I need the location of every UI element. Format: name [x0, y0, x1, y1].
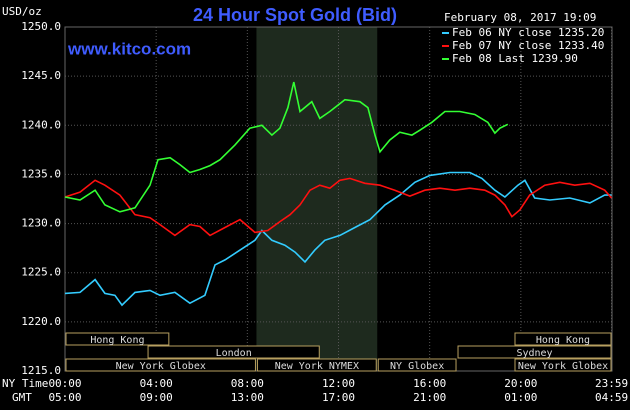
y-unit-label: USD/oz	[2, 5, 42, 18]
session-label: Hong Kong	[536, 335, 590, 346]
session-label: Hong Kong	[90, 335, 144, 346]
legend-label: Feb 08 Last 1239.90	[452, 52, 578, 65]
watermark: www.kitco.com	[67, 39, 191, 58]
x-tick-label: 23:59	[595, 377, 628, 390]
x-axis-label: GMT	[12, 391, 32, 404]
session-label: New York NYMEX	[275, 361, 359, 372]
x-tick-label: 16:00	[413, 377, 446, 390]
x-axis-label: NY Time	[2, 377, 48, 390]
x-tick-label-gmt: 17:00	[322, 391, 355, 404]
session-bar	[256, 358, 377, 372]
timestamp: February 08, 2017 19:09	[444, 11, 596, 24]
y-tick-label: 1235.0	[21, 167, 61, 180]
y-tick-label: 1225.0	[21, 266, 61, 279]
session-label: New York Globex	[518, 361, 608, 372]
x-tick-label-gmt: 05:00	[48, 391, 81, 404]
session-bar	[514, 332, 612, 346]
y-tick-label: 1220.0	[21, 315, 61, 328]
y-tick-label: 1245.0	[21, 69, 61, 82]
series-line	[64, 177, 613, 237]
y-tick-label: 1215.0	[21, 364, 61, 377]
x-tick-label-gmt: 01:00	[504, 391, 537, 404]
x-tick-label: 08:00	[231, 377, 264, 390]
series-line	[64, 171, 612, 307]
session-bar	[377, 358, 457, 372]
y-tick-label: 1240.0	[21, 118, 61, 131]
series-line	[64, 81, 509, 213]
session-label: London	[216, 348, 252, 359]
x-tick-label: 04:00	[140, 377, 173, 390]
session-shade	[256, 27, 378, 371]
session-bar	[514, 358, 612, 372]
x-tick-label-gmt: 09:00	[140, 391, 173, 404]
x-tick-label: 12:00	[322, 377, 355, 390]
y-tick-label: 1250.0	[21, 20, 61, 33]
x-tick-label-gmt: 04:59	[595, 391, 628, 404]
chart-title: 24 Hour Spot Gold (Bid)	[193, 5, 397, 25]
session-label: New York Globex	[116, 361, 206, 372]
session-bar	[147, 345, 320, 359]
session-label: NY Globex	[390, 361, 444, 372]
session-label: Sydney	[516, 348, 552, 359]
legend-label: Feb 06 NY close 1235.20	[452, 26, 604, 39]
session-bar	[65, 358, 256, 372]
session-bar	[65, 332, 170, 346]
y-tick-label: 1230.0	[21, 217, 61, 230]
x-tick-label-gmt: 21:00	[413, 391, 446, 404]
session-bar	[457, 345, 612, 359]
x-tick-label: 00:00	[48, 377, 81, 390]
legend-label: Feb 07 NY close 1233.40	[452, 39, 604, 52]
x-tick-label: 20:00	[504, 377, 537, 390]
x-tick-label-gmt: 13:00	[231, 391, 264, 404]
